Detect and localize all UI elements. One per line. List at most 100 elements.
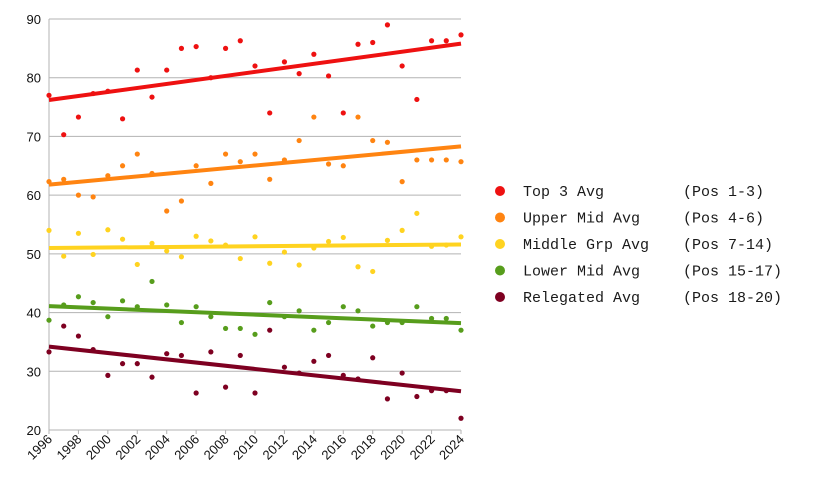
data-point <box>90 299 96 306</box>
series-upper-mid-avg <box>46 114 464 214</box>
data-point <box>340 372 346 378</box>
series-middle-grp-avg <box>46 210 464 275</box>
data-point <box>414 96 420 103</box>
data-point <box>75 294 82 300</box>
data-point <box>458 415 464 421</box>
trendline-upper-mid-avg <box>48 144 462 187</box>
data-point <box>119 361 126 367</box>
data-point <box>296 370 302 376</box>
data-point <box>61 253 67 259</box>
x-tick-label: 2014 <box>289 432 320 463</box>
data-point <box>311 358 317 364</box>
data-point <box>443 388 449 394</box>
x-tick-label: 2006 <box>171 432 202 463</box>
data-point <box>208 314 214 320</box>
data-point <box>384 237 391 243</box>
data-point <box>325 352 332 359</box>
data-point <box>61 132 67 138</box>
data-point <box>296 71 302 77</box>
data-point <box>325 238 332 245</box>
trendline-middle-grp-avg <box>48 242 462 250</box>
legend-range: (Pos 1-3) <box>683 184 764 201</box>
data-point <box>237 352 243 359</box>
data-point <box>105 314 111 320</box>
data-point <box>75 230 82 236</box>
trendline-relegated-avg <box>48 344 462 394</box>
data-point <box>237 325 243 332</box>
data-point <box>399 370 405 376</box>
data-point <box>340 163 346 169</box>
trendline-lower-mid-avg <box>48 304 462 326</box>
data-point <box>443 315 449 322</box>
data-point <box>443 242 449 248</box>
trendline-top-3-avg <box>48 41 462 103</box>
data-point <box>281 314 288 320</box>
data-point <box>340 110 346 116</box>
x-tick-label: 2010 <box>230 432 261 463</box>
data-point <box>193 43 199 50</box>
data-point <box>208 238 214 244</box>
data-point <box>134 151 140 157</box>
data-point <box>149 374 155 380</box>
data-point <box>428 243 435 249</box>
x-tick-label: 2022 <box>407 432 438 463</box>
data-point <box>281 364 288 370</box>
data-point <box>61 176 67 182</box>
data-point <box>355 308 361 314</box>
data-point <box>105 88 111 94</box>
data-point <box>208 180 214 186</box>
data-point <box>193 304 199 310</box>
y-tick-label: 50 <box>27 247 41 262</box>
data-point <box>208 75 214 81</box>
data-point <box>149 170 155 177</box>
data-point <box>178 254 185 260</box>
x-tick-label: 2004 <box>142 432 173 463</box>
data-point <box>458 32 464 38</box>
y-tick-label: 80 <box>27 71 41 86</box>
data-point <box>458 159 464 165</box>
data-point <box>208 349 214 355</box>
data-point <box>384 22 391 28</box>
x-tick-label: 2012 <box>259 432 290 463</box>
legend-marker <box>495 292 505 302</box>
data-point <box>252 151 258 157</box>
x-tick-label: 2020 <box>377 432 408 463</box>
data-point <box>325 319 332 326</box>
data-point <box>237 255 243 262</box>
data-point <box>164 208 170 214</box>
y-tick-label: 70 <box>27 129 41 144</box>
data-point <box>61 323 67 329</box>
data-point <box>90 194 96 200</box>
x-tick-label: 2016 <box>318 432 349 463</box>
data-point <box>75 333 82 339</box>
data-point <box>458 327 464 333</box>
data-point <box>325 161 332 167</box>
data-point <box>134 67 140 73</box>
x-tick-label: 2002 <box>112 432 143 463</box>
legend: Top 3 Avg (Pos 1-3) Upper Mid Avg (Pos 4-6)… <box>495 184 782 307</box>
data-point <box>311 327 317 333</box>
series-lower-mid-avg <box>46 278 464 337</box>
data-point <box>267 327 273 333</box>
data-point <box>46 179 52 185</box>
data-point <box>252 331 258 337</box>
data-point <box>355 264 361 270</box>
data-point <box>46 317 52 323</box>
data-point <box>193 390 199 396</box>
data-point <box>458 234 464 240</box>
data-point <box>222 242 229 248</box>
data-point <box>414 210 420 216</box>
data-point <box>267 260 273 266</box>
legend-marker <box>495 239 505 249</box>
data-point <box>428 157 435 163</box>
legend-label: Lower Mid Avg <box>523 264 640 281</box>
data-point <box>355 41 361 47</box>
data-point <box>370 268 376 275</box>
data-point <box>46 92 52 98</box>
data-point <box>252 63 258 69</box>
x-tick-label: 2008 <box>201 432 232 463</box>
data-point <box>414 157 420 163</box>
data-point <box>119 116 126 122</box>
data-point <box>311 245 317 251</box>
data-point <box>443 38 449 44</box>
